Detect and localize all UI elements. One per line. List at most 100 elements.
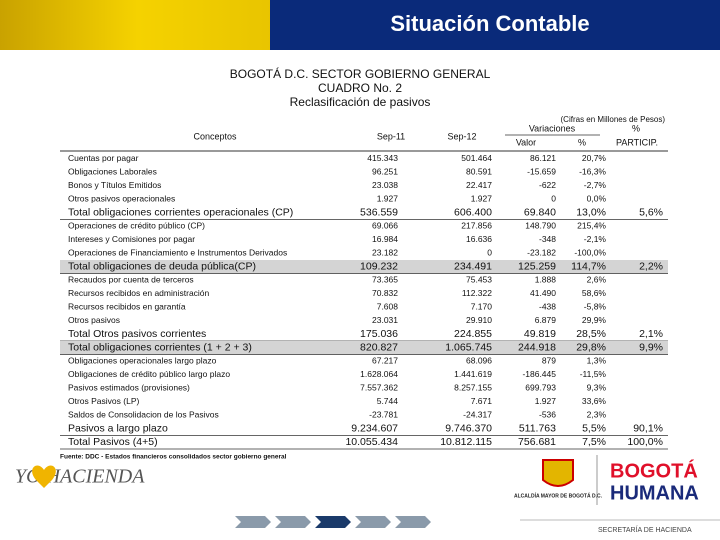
value-cell: -5,8% <box>584 302 607 312</box>
value-cell: 7.671 <box>471 396 493 406</box>
coat-of-arms <box>542 459 574 487</box>
column-header: Sep-11 <box>377 131 405 141</box>
value-cell: 217.856 <box>461 221 492 231</box>
column-header: Sep-12 <box>447 131 476 141</box>
value-cell: 96.251 <box>372 167 398 177</box>
column-header: Variaciones <box>529 123 576 133</box>
table: BOGOTÁ D.C. SECTOR GOBIERNO GENERALCUADR… <box>60 66 668 461</box>
value-cell: -100,0% <box>574 248 606 258</box>
value-cell: 7.170 <box>471 302 493 312</box>
value-cell: 215,4% <box>577 221 606 231</box>
value-cell: -23.781 <box>369 410 398 420</box>
logo-bogota-2: HUMANA <box>610 482 699 504</box>
value-cell: 29,8% <box>576 342 606 354</box>
value-cell: 7,5% <box>582 436 606 448</box>
value-cell: 70.832 <box>372 288 398 298</box>
header-yellow <box>0 0 275 50</box>
value-cell: 75.453 <box>466 275 492 285</box>
logo-alcaldia: ALCALDÍA MAYOR DE BOGOTÁ D.C. <box>514 491 603 499</box>
value-cell: -186.445 <box>522 369 556 379</box>
value-cell: 100,0% <box>627 436 663 448</box>
value-cell: -23.182 <box>527 248 556 258</box>
value-cell: 49.819 <box>524 328 556 340</box>
value-cell: 16.636 <box>466 234 492 244</box>
column-header: % <box>632 123 640 133</box>
value-cell: 175.036 <box>360 328 398 340</box>
value-cell: 1,3% <box>587 356 607 366</box>
concept-cell: Total obligaciones corrientes operaciona… <box>68 207 293 219</box>
concept-cell: Pasivos a largo plazo <box>68 423 168 435</box>
concept-cell: Total obligaciones de deuda pública(CP) <box>68 261 256 273</box>
value-cell: 699.793 <box>525 383 556 393</box>
concept-cell: Total Otros pasivos corrientes <box>68 328 206 340</box>
concept-cell: Otros pasivos <box>68 315 120 325</box>
slide-title: Situación Contable <box>390 11 589 36</box>
value-cell: 2,1% <box>639 328 663 340</box>
value-cell: 13,0% <box>576 207 606 219</box>
value-cell: 9,9% <box>639 342 663 354</box>
value-cell: 33,6% <box>582 396 607 406</box>
secretaria: SECRETARÍA DE HACIENDA <box>598 525 692 534</box>
concept-cell: Bonos y Títulos Emitidos <box>68 180 161 190</box>
value-cell: 1.065.745 <box>445 342 492 354</box>
concept-cell: Intereses y Comisiones por pagar <box>68 234 195 244</box>
value-cell: 20,7% <box>582 153 607 163</box>
concept-cell: Operaciones de Financiamiento e Instrume… <box>68 248 287 258</box>
value-cell: -536 <box>539 410 556 420</box>
table-title: BOGOTÁ D.C. SECTOR GOBIERNO GENERAL <box>230 66 491 81</box>
value-cell: 29,9% <box>582 315 607 325</box>
value-cell: 22.417 <box>466 180 492 190</box>
value-cell: 41.490 <box>530 288 556 298</box>
header-blue <box>270 0 720 50</box>
concept-cell: Total obligaciones corrientes (1 + 2 + 3… <box>68 342 252 354</box>
value-cell: -348 <box>539 234 556 244</box>
column-header: Valor <box>516 137 536 147</box>
table-note: (Cifras en Millones de Pesos) <box>561 115 666 124</box>
value-cell: 68.096 <box>466 356 492 366</box>
value-cell: 125.259 <box>518 261 556 273</box>
table-source: Fuente: DDC - Estados financieros consol… <box>60 454 287 461</box>
value-cell: 23.031 <box>372 315 398 325</box>
concept-cell: Otros Pasivos (LP) <box>68 396 139 406</box>
value-cell: 5,6% <box>639 207 663 219</box>
value-cell: 86.121 <box>530 153 556 163</box>
concept-cell: Recaudos por cuenta de terceros <box>68 275 194 285</box>
value-cell: -2,1% <box>584 234 607 244</box>
footer: YO HACIENDA ALCALDÍA MAYOR DE BOGOTÁ D.C… <box>15 455 720 534</box>
table-title: CUADRO No. 2 <box>318 81 402 95</box>
value-cell: 415.343 <box>367 153 398 163</box>
value-cell: 7.608 <box>377 302 399 312</box>
value-cell: 879 <box>542 356 556 366</box>
value-cell: 1.927 <box>471 194 493 204</box>
row-highlight <box>60 341 668 355</box>
value-cell: 67.217 <box>372 356 398 366</box>
value-cell: 2,2% <box>639 261 663 273</box>
value-cell: 9.234.607 <box>351 423 398 435</box>
value-cell: 0 <box>551 194 556 204</box>
column-header: PARTICIP. <box>616 137 658 147</box>
chevrons <box>235 516 431 528</box>
concept-cell: Operaciones de crédito público (CP) <box>68 221 205 231</box>
value-cell: 1.927 <box>377 194 399 204</box>
value-cell: 2,3% <box>587 410 607 420</box>
value-cell: -622 <box>539 180 556 190</box>
value-cell: 69.840 <box>524 207 556 219</box>
value-cell: 0,0% <box>587 194 607 204</box>
concept-cell: Recursos recibidos en garantía <box>68 302 186 312</box>
value-cell: 69.066 <box>372 221 398 231</box>
value-cell: 756.681 <box>518 436 556 448</box>
value-cell: 58,6% <box>582 288 607 298</box>
concept-cell: Obligaciones Laborales <box>68 167 157 177</box>
value-cell: 73.365 <box>372 275 398 285</box>
value-cell: -24.317 <box>463 410 492 420</box>
table-title: Reclasificación de pasivos <box>290 95 431 109</box>
value-cell: 606.400 <box>454 207 492 219</box>
value-cell: 23.182 <box>372 248 398 258</box>
value-cell: 501.464 <box>461 153 492 163</box>
value-cell: -15.659 <box>527 167 556 177</box>
value-cell: 10.055.434 <box>345 436 398 448</box>
value-cell: 6.879 <box>535 315 557 325</box>
row-highlight <box>60 260 668 274</box>
value-cell: 0 <box>487 248 492 258</box>
